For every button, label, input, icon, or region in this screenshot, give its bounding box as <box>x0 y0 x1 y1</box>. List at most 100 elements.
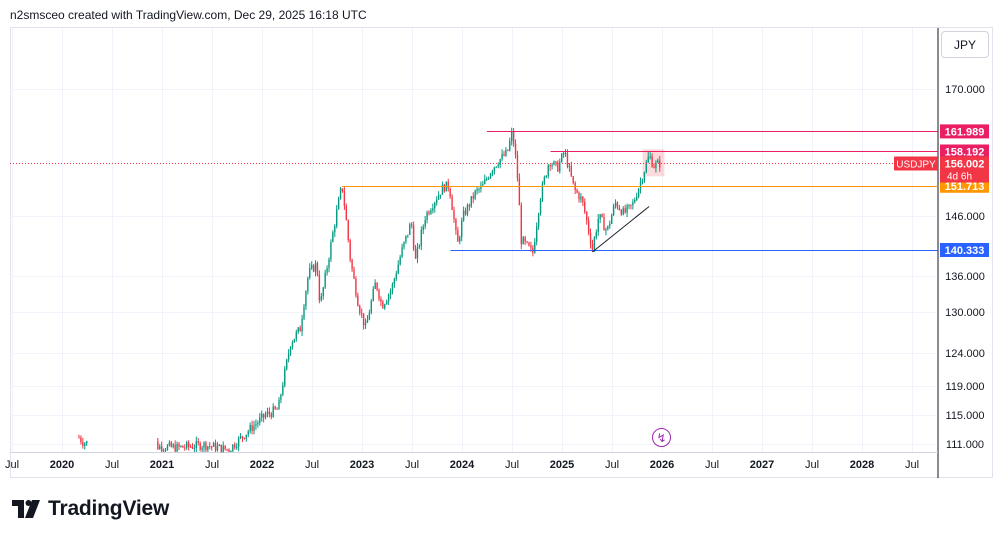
candle-body <box>360 313 363 315</box>
time-tick-label: Jul <box>905 459 919 471</box>
candle-body <box>276 408 278 410</box>
candle-body <box>260 413 263 418</box>
price-tick-label: 111.000 <box>946 439 984 451</box>
candle-body <box>370 300 373 313</box>
lightning-event-icon[interactable]: ↯ <box>652 428 671 447</box>
candle-body <box>284 368 286 386</box>
candle-body <box>222 445 224 453</box>
candle-body <box>424 220 426 227</box>
candle-body <box>612 206 615 215</box>
candle-body <box>599 214 601 219</box>
candle-body <box>639 181 642 189</box>
time-tick-label: 2021 <box>150 459 174 471</box>
candle-body <box>437 195 440 200</box>
candle-body <box>366 319 369 323</box>
candle-body <box>199 442 201 450</box>
candle-body <box>201 447 203 450</box>
price-tick-label: 130.000 <box>945 307 985 319</box>
candle-body <box>453 210 455 220</box>
candle-body <box>172 444 174 447</box>
candle-body <box>632 202 634 206</box>
candle-body <box>655 162 657 168</box>
candle-body <box>624 208 626 213</box>
candle-body <box>566 152 569 167</box>
candle-body <box>351 259 353 269</box>
candle-body <box>237 437 240 447</box>
candle-body <box>489 173 492 179</box>
candle-body <box>387 294 390 302</box>
candle-body <box>616 202 619 208</box>
candle-body <box>189 446 192 448</box>
currency-selector[interactable]: JPY <box>941 31 989 58</box>
candle-body <box>253 425 255 431</box>
candle-body <box>328 259 330 269</box>
candle-body <box>439 194 442 196</box>
candle-body <box>195 441 198 448</box>
candle-body <box>299 327 301 332</box>
candle-body <box>407 234 409 236</box>
candle-body <box>309 267 311 278</box>
candle-body <box>389 290 392 295</box>
candle-body <box>401 247 403 257</box>
candle-body <box>474 190 476 199</box>
candle-body <box>457 230 459 242</box>
candle-body <box>174 444 176 452</box>
candle-body <box>372 288 374 301</box>
tradingview-logo-icon <box>12 500 40 518</box>
candle-body <box>257 422 259 425</box>
candle-body <box>512 131 515 144</box>
price-tick-label: 115.000 <box>946 410 985 422</box>
candle-body <box>485 178 488 180</box>
time-tick-label: 2025 <box>550 459 574 471</box>
candle-body <box>520 205 523 245</box>
price-tick-label: 119.000 <box>946 381 985 393</box>
candle-body <box>416 247 419 259</box>
candle-body <box>343 191 346 207</box>
candle-body <box>432 208 434 211</box>
candle-body <box>376 282 378 290</box>
candle-body <box>182 445 184 448</box>
candle-body <box>301 318 303 332</box>
candle-body <box>530 245 532 248</box>
tradingview-logo-text: TradingView <box>48 497 170 520</box>
candle-body <box>412 225 415 249</box>
candle-body <box>478 188 480 190</box>
candle-body <box>610 214 613 224</box>
candle-body <box>320 296 323 301</box>
time-tick-label: Jul <box>605 459 619 471</box>
candle-body <box>451 196 453 211</box>
candle-body <box>226 449 228 451</box>
candle-body <box>430 210 432 214</box>
candle-body <box>362 313 365 326</box>
candle-body <box>597 218 599 232</box>
candle-body <box>187 442 190 447</box>
candle-body <box>278 399 280 410</box>
candle-body <box>170 442 173 447</box>
time-tick-label: Jul <box>405 459 419 471</box>
candle-body <box>557 162 559 172</box>
tradingview-logo: TradingView <box>12 497 169 521</box>
level-price-tag: 151.713 <box>945 181 985 193</box>
candle-body <box>426 212 428 221</box>
candle-body <box>324 272 326 288</box>
candle-body <box>255 424 257 426</box>
candle-body <box>641 180 644 182</box>
candles-group <box>78 127 661 453</box>
candle-body <box>251 425 253 431</box>
time-tick-label: Jul <box>805 459 819 471</box>
candle-body <box>560 153 563 162</box>
candle-body <box>287 353 290 360</box>
candle-body <box>491 171 494 174</box>
candle-body <box>514 143 517 156</box>
candle-body <box>157 441 159 450</box>
candle-body <box>578 192 580 200</box>
candle-body <box>378 289 380 299</box>
candle-body <box>645 162 648 173</box>
candle-body <box>82 442 84 446</box>
candle-body <box>528 242 530 246</box>
candle-body <box>235 446 238 448</box>
candle-body <box>414 248 417 259</box>
candle-body <box>310 265 313 268</box>
candle-body <box>185 442 188 448</box>
